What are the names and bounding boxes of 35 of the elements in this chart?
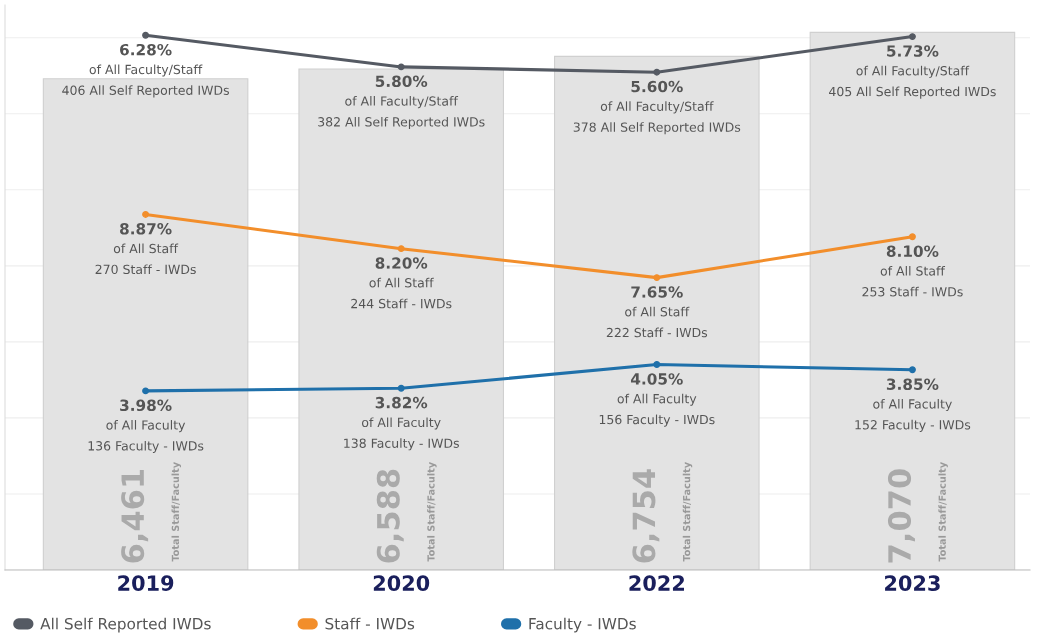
data-label: 5.80% of All Faculty/Staff 382 All Self Reported IWDs [318, 75, 485, 129]
data-label: 6,461 Total Staff/Faculty [121, 462, 181, 563]
data-label: 5.60% of All Faculty/Staff 378 All Self Reported IWDs [573, 80, 741, 135]
data-label: 4.05% of All Faculty 156 Faculty - IWDs [599, 373, 715, 427]
x-tick-label: 2023 [885, 575, 940, 591]
point [142, 31, 150, 39]
point [908, 366, 916, 374]
data-label: 3.85% of All Faculty 152 Faculty - IWDs [855, 378, 971, 432]
data-label: 7,070 Total Staff/Faculty [887, 462, 948, 563]
legend-label: Faculty - IWDs [529, 617, 636, 633]
x-tick-label: 2022 [629, 575, 684, 591]
point [142, 387, 150, 395]
data-label: 5.73% of All Faculty/Staff 405 All Self Reported IWDs [829, 45, 996, 99]
data-label: 3.98% of All Faculty 136 Faculty - IWDs [88, 399, 204, 453]
point [397, 384, 405, 392]
point [397, 245, 405, 253]
data-label: 8.87% of All Staff 270 Staff - IWDs [95, 223, 196, 275]
data-label: 6,754 Total Staff/Faculty [632, 462, 693, 563]
point [653, 361, 661, 369]
point [142, 210, 150, 218]
point [653, 274, 661, 282]
data-label: 3.82% of All Faculty 138 Faculty - IWDs [344, 396, 459, 451]
data-label: 8.10% of All Staff 253 Staff - IWDs [862, 245, 963, 297]
point [653, 68, 661, 76]
legend-label: Staff - IWDs [325, 617, 415, 630]
data-label: 8.20% of All Staff 244 Staff - IWDs [351, 257, 452, 309]
point [397, 63, 405, 71]
data-label: 6,588 Total Staff/Faculty [376, 462, 437, 563]
x-tick-label: 2020 [373, 575, 430, 591]
data-label: 6.28% of All Faculty/Staff 406 All Self Reported IWDs [62, 43, 229, 98]
point [908, 233, 916, 241]
legend-label: All Self Reported IWDs [40, 617, 211, 633]
x-tick-label: 2019 [118, 575, 174, 591]
point [908, 33, 916, 41]
data-label: 7.65% of All Staff 222 Staff - IWDs [606, 286, 708, 338]
